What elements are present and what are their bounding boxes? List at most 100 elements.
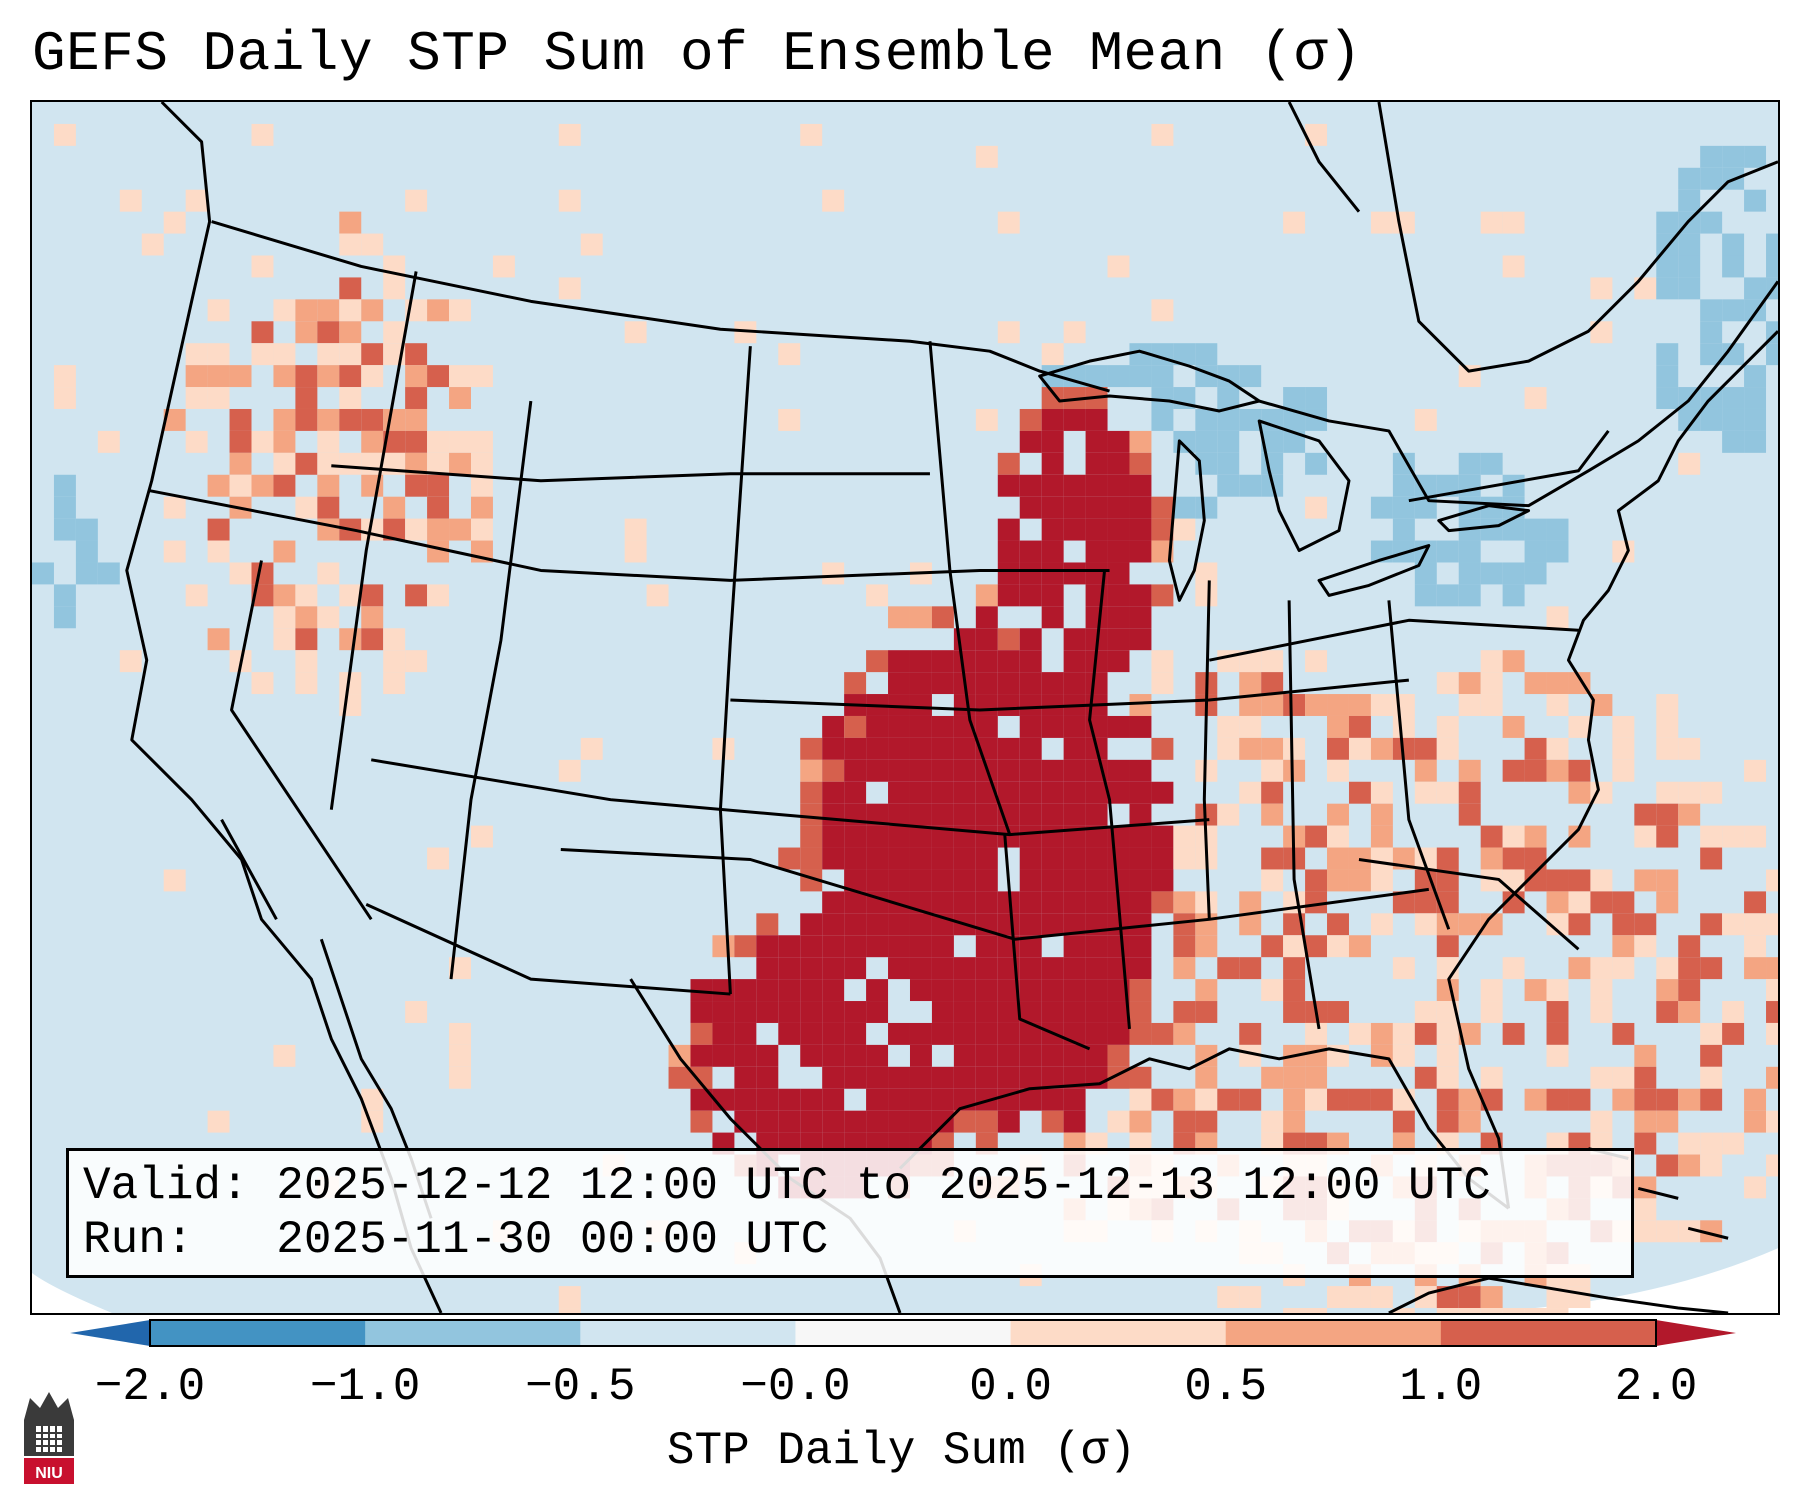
canada-coast [1287, 102, 1361, 213]
anomaly-cell [624, 540, 647, 563]
anomaly-cell [1524, 672, 1547, 695]
anomaly-cell [975, 715, 998, 738]
anomaly-cell [1546, 1088, 1569, 1111]
anomaly-cell [361, 584, 384, 607]
map-panel [30, 100, 1780, 1315]
anomaly-cell [1261, 869, 1284, 892]
anomaly-cell [1590, 1001, 1613, 1023]
anomaly-cell [1700, 847, 1723, 870]
anomaly-cell [339, 277, 362, 300]
anomaly-cell [427, 474, 450, 497]
anomaly-cell [1173, 935, 1196, 958]
anomaly-cell [185, 387, 208, 409]
anomaly-cell [822, 957, 845, 980]
anomaly-cell [273, 584, 296, 607]
anomaly-cell [1348, 869, 1371, 892]
anomaly-cell [1217, 408, 1240, 431]
anomaly-cell [1019, 650, 1042, 673]
state-line [718, 346, 752, 995]
anomaly-cell [1700, 299, 1723, 322]
anomaly-cell [1107, 255, 1130, 278]
anomaly-cell [1217, 957, 1240, 980]
anomaly-cell [1085, 518, 1108, 541]
anomaly-cell [1656, 715, 1679, 738]
anomaly-cell [361, 606, 384, 629]
anomaly-cell [975, 891, 998, 914]
anomaly-cell [888, 1066, 910, 1089]
anomaly-cell [1151, 540, 1174, 563]
anomaly-cell [1392, 1110, 1415, 1133]
anomaly-cell [1546, 979, 1569, 1002]
anomaly-cell [1129, 781, 1152, 804]
anomaly-cell [800, 123, 823, 146]
anomaly-cell [1436, 1044, 1459, 1067]
anomaly-cell [273, 299, 296, 322]
anomaly-cell [1634, 803, 1657, 826]
anomaly-cell [1744, 1088, 1767, 1111]
anomaly-cell [1217, 365, 1240, 388]
colorbar-tick-label: 0.0 [969, 1361, 1052, 1413]
anomaly-cell [1678, 1220, 1701, 1243]
anomaly-cell [207, 1110, 230, 1133]
anomaly-cell [866, 803, 889, 826]
anomaly-cell [1480, 1066, 1503, 1089]
anomaly-cell [470, 452, 493, 475]
anomaly-cell [1568, 891, 1591, 914]
anomaly-cell [1656, 1001, 1679, 1023]
anomaly-cell [866, 650, 889, 673]
anomaly-cell [1436, 540, 1459, 563]
anomaly-cell [427, 299, 450, 322]
anomaly-cell [1568, 869, 1591, 892]
anomaly-cell [1700, 1088, 1723, 1111]
anomaly-cell [1151, 847, 1174, 870]
anomaly-cell [844, 1066, 867, 1089]
anomaly-cell [909, 781, 932, 804]
anomaly-cell [1458, 781, 1481, 804]
anomaly-cell [1107, 1044, 1130, 1067]
anomaly-cell [690, 979, 713, 1002]
anomaly-cell [1700, 343, 1723, 366]
anomaly-cell [295, 496, 318, 519]
anomaly-cell [1744, 913, 1767, 936]
anomaly-cell [1502, 518, 1525, 541]
colorbar-tick-label: −0.0 [740, 1361, 851, 1413]
anomaly-cell [1480, 672, 1503, 695]
anomaly-cell [1195, 408, 1218, 431]
anomaly-cell [1063, 1001, 1086, 1023]
anomaly-cell [1700, 913, 1723, 936]
anomaly-cell [1019, 474, 1042, 497]
anomaly-cell [1678, 277, 1701, 300]
anomaly-cell [1063, 935, 1086, 958]
anomaly-cell [1041, 1110, 1064, 1133]
anomaly-cell [866, 715, 889, 738]
anomaly-cell [251, 474, 274, 497]
anomaly-cell [1480, 562, 1503, 585]
anomaly-cell [1458, 452, 1481, 475]
anomaly-cell [163, 408, 186, 431]
anomaly-cell [383, 321, 406, 344]
anomaly-cell [339, 672, 362, 695]
anomaly-cell [405, 650, 428, 673]
anomaly-cell [756, 1044, 779, 1067]
anomaly-cell [1283, 759, 1306, 782]
anomaly-cell [251, 255, 274, 278]
anomaly-cell [1634, 913, 1657, 936]
anomaly-cell [53, 365, 76, 388]
anomaly-cell [822, 1110, 845, 1133]
anomaly-cell [1151, 650, 1174, 673]
anomaly-cell [1151, 299, 1174, 322]
anomaly-cell [1524, 1308, 1547, 1313]
anomaly-cell [866, 979, 889, 1002]
anomaly-cell [975, 825, 998, 848]
anomaly-cell [1480, 518, 1503, 541]
anomaly-cell [1019, 672, 1042, 695]
anomaly-cell [778, 343, 801, 366]
anomaly-cell [778, 408, 801, 431]
anomaly-cell [1744, 365, 1767, 388]
anomaly-cell [1305, 650, 1328, 673]
anomaly-cell [822, 189, 845, 212]
anomaly-cell [888, 781, 910, 804]
anomaly-cell [844, 825, 867, 848]
anomaly-cell [53, 387, 76, 409]
anomaly-cell [1524, 1088, 1547, 1111]
